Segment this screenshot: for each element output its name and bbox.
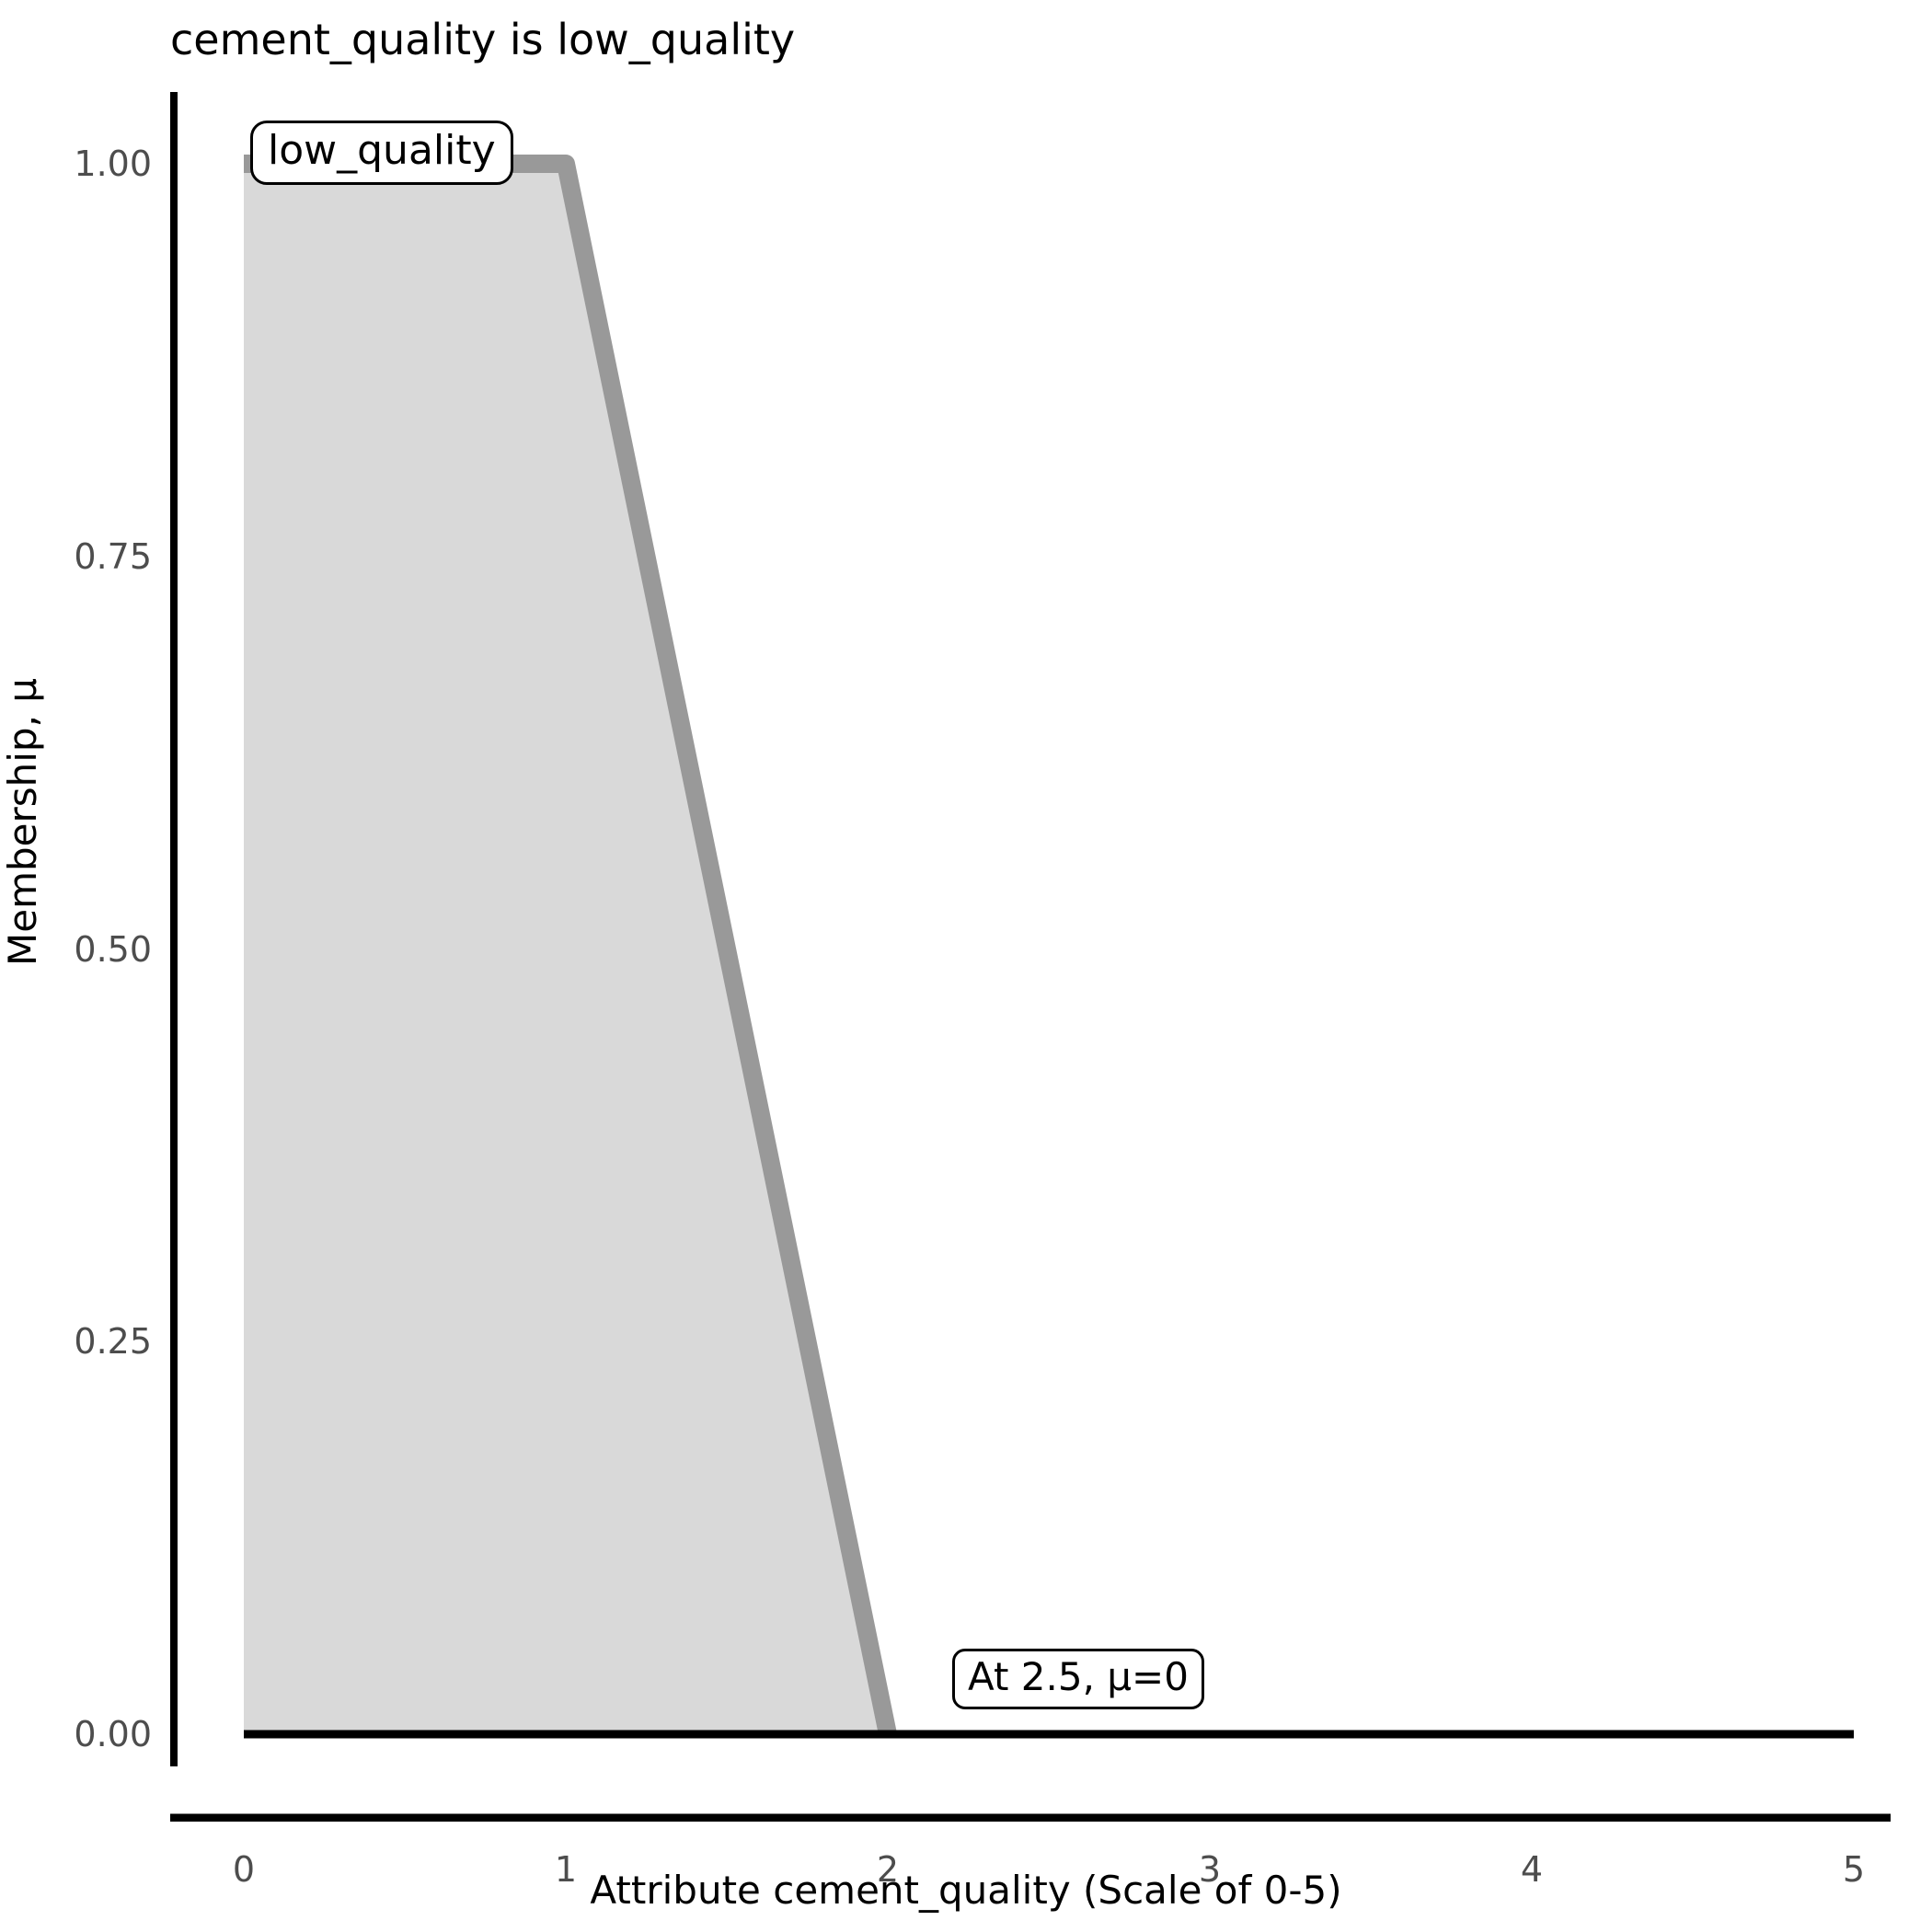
y-tick-label-0.50: 0.50: [74, 929, 152, 970]
x-tick-label-4: 4: [1520, 1849, 1544, 1890]
x-axis-title: Attribute cement_quality (Scale of 0-5): [590, 1868, 1342, 1913]
membership-plot-svg: [170, 92, 1891, 1822]
x-tick-label-3: 3: [1198, 1849, 1222, 1890]
y-tick-label-1.00: 1.00: [74, 144, 152, 184]
y-tick-label-0.75: 0.75: [74, 536, 152, 577]
x-tick-label-0: 0: [232, 1849, 256, 1890]
y-axis-title: Membership, μ: [0, 677, 45, 966]
page-title: cement_quality is low_quality: [170, 15, 796, 64]
evaluation-point-callout: At 2.5, μ=0: [952, 1649, 1204, 1709]
series-label-callout: low_quality: [250, 121, 513, 185]
plot-area: 1.00 0.75 0.50 0.25 0.00 0 1 2 3 4 5: [74, 92, 1891, 1890]
y-tick-label-0.25: 0.25: [74, 1321, 152, 1362]
x-tick-label-5: 5: [1842, 1849, 1866, 1890]
y-tick-label-0.00: 0.00: [74, 1714, 152, 1754]
x-tick-label-2: 2: [876, 1849, 900, 1890]
x-tick-label-1: 1: [554, 1849, 578, 1890]
membership-fill-low-quality: [244, 164, 888, 1734]
